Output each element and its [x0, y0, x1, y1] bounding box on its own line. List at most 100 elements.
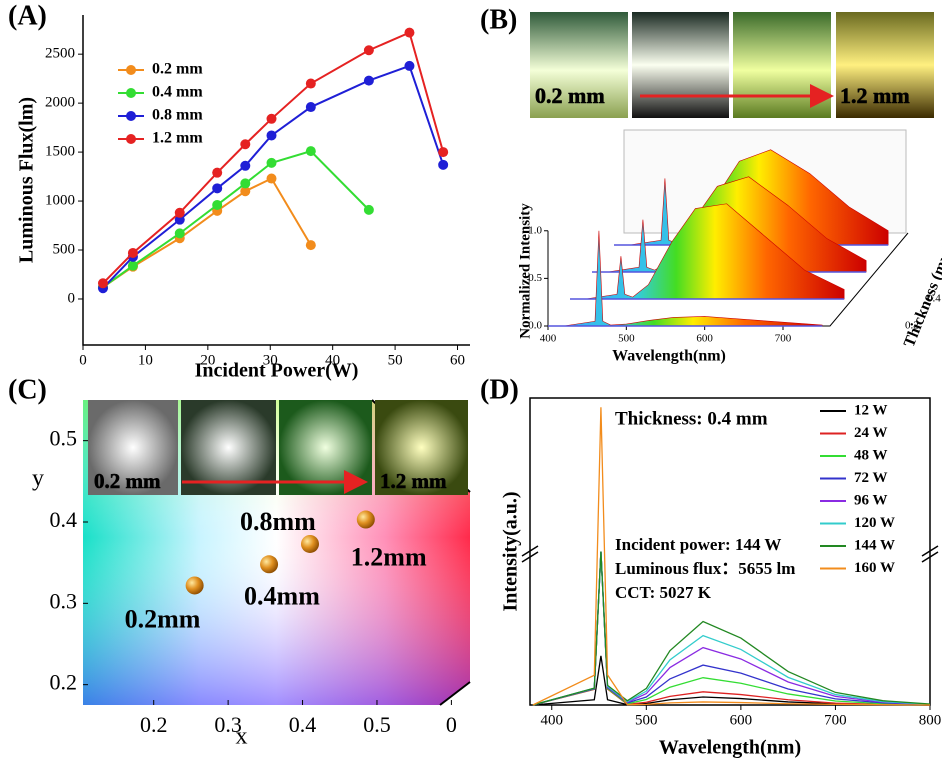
data-point	[175, 208, 185, 218]
data-point	[306, 79, 316, 89]
x-tick-label: 0.2	[140, 712, 168, 737]
data-point	[364, 205, 374, 215]
y-tick-label: 2500	[45, 46, 75, 62]
data-point	[212, 183, 222, 193]
photo-label: 1.2 mm	[840, 83, 910, 108]
x-tick-label: 600	[696, 333, 713, 345]
x-axis-label: x	[236, 724, 248, 750]
legend-marker	[126, 65, 136, 75]
x-axis-label: Incident Power(W)	[195, 360, 359, 382]
data-point	[128, 261, 138, 271]
data-point	[364, 76, 374, 86]
legend-label: 120 W	[854, 515, 895, 531]
data-point	[240, 161, 250, 171]
x-tick-label: 0.4	[289, 712, 317, 737]
data-point	[364, 45, 374, 55]
data-point	[240, 139, 250, 149]
legend-label: 160 W	[854, 560, 895, 576]
legend-marker	[126, 88, 136, 98]
panel-label: (C)	[8, 374, 47, 405]
panel-label: (A)	[8, 0, 47, 31]
point-label: 0.2mm	[125, 604, 201, 633]
y-tick-label: 0.4	[50, 507, 78, 532]
y-tick-label: 1000	[45, 192, 75, 208]
data-point	[438, 147, 448, 157]
x-axis-label: Wavelength(nm)	[659, 737, 801, 759]
legend-marker	[126, 134, 136, 144]
legend-label: 72 W	[854, 470, 887, 486]
data-point	[260, 555, 278, 573]
y-axis-label: Normalized Intensity	[517, 203, 533, 339]
legend-label: 48 W	[854, 447, 887, 463]
y-axis-label: Luminous Flux(lm)	[16, 97, 38, 263]
data-point	[267, 130, 277, 140]
x-axis-label: Wavelength(nm)	[612, 348, 726, 365]
legend-marker	[126, 111, 136, 121]
point-label: 0.4mm	[244, 581, 320, 610]
x-tick-label: 0.5	[363, 712, 391, 737]
legend-label: 144 W	[854, 537, 895, 553]
series-line	[103, 151, 369, 287]
annotation: CCT: 5027 K	[615, 583, 712, 602]
x-tick-label: 400	[540, 333, 557, 345]
data-point	[404, 61, 414, 71]
x-tick-label: 500	[635, 712, 658, 728]
data-point	[306, 102, 316, 112]
legend-label: 0.2 mm	[152, 61, 203, 78]
x-tick-label: 10	[138, 352, 153, 368]
annotation: Incident power: 144 W	[615, 535, 781, 554]
photo-label: 0.2 mm	[94, 469, 161, 493]
data-point	[212, 200, 222, 210]
data-point	[306, 146, 316, 156]
data-point	[186, 576, 204, 594]
y-tick-label: 1500	[45, 144, 75, 160]
photo-label: 0.2 mm	[535, 83, 605, 108]
x-tick-label: 600	[730, 712, 753, 728]
annotation: Luminous flux：5655 lm	[615, 559, 795, 578]
data-point	[240, 178, 250, 188]
legend-label: 0.8 mm	[152, 107, 203, 124]
data-point	[175, 228, 185, 238]
x-tick-label: 500	[618, 333, 635, 345]
legend-label: 96 W	[854, 492, 887, 508]
data-point	[212, 168, 222, 178]
legend-label: 1.2 mm	[152, 130, 203, 147]
point-label: 0.8mm	[240, 507, 316, 536]
panel-label: (B)	[480, 4, 517, 35]
x-tick-label: 60	[450, 352, 465, 368]
x-tick-label: 400	[540, 712, 563, 728]
legend-label: 12 W	[854, 402, 887, 418]
data-point	[98, 278, 108, 288]
x-tick-label: 0	[446, 712, 457, 737]
data-point	[357, 511, 375, 529]
y-tick-label: 0.2	[50, 670, 78, 695]
data-point	[301, 535, 319, 553]
data-point	[267, 174, 277, 184]
data-point	[128, 248, 138, 258]
annotation: Thickness: 0.4 mm	[615, 408, 768, 429]
y-axis-label: Intensity(a.u.)	[500, 491, 522, 611]
y-tick-label: 2000	[45, 95, 75, 111]
photo-label: 1.2 mm	[380, 469, 447, 493]
data-point	[438, 160, 448, 170]
data-point	[306, 240, 316, 250]
x-tick-label: 800	[919, 712, 942, 728]
point-label: 1.2mm	[351, 543, 427, 572]
x-tick-label: 700	[775, 333, 792, 345]
figure: 0102030405060050010001500200025000.2 mm0…	[0, 0, 942, 771]
data-point	[404, 28, 414, 38]
panel-label: (D)	[480, 374, 519, 405]
legend-label: 0.4 mm	[152, 84, 203, 101]
data-point	[267, 158, 277, 168]
y-tick-label: 0	[68, 290, 76, 306]
y-tick-label: 0.3	[50, 588, 78, 613]
y-tick-label: 500	[53, 241, 76, 257]
series-line	[533, 656, 930, 705]
data-point	[267, 114, 277, 124]
y-axis-label: y	[32, 466, 44, 492]
legend-label: 24 W	[854, 425, 887, 441]
z-axis-label: Thickness (mm)	[901, 242, 942, 350]
x-tick-label: 50	[388, 352, 403, 368]
x-tick-label: 0	[79, 352, 87, 368]
y-tick-label: 0.5	[50, 426, 78, 451]
